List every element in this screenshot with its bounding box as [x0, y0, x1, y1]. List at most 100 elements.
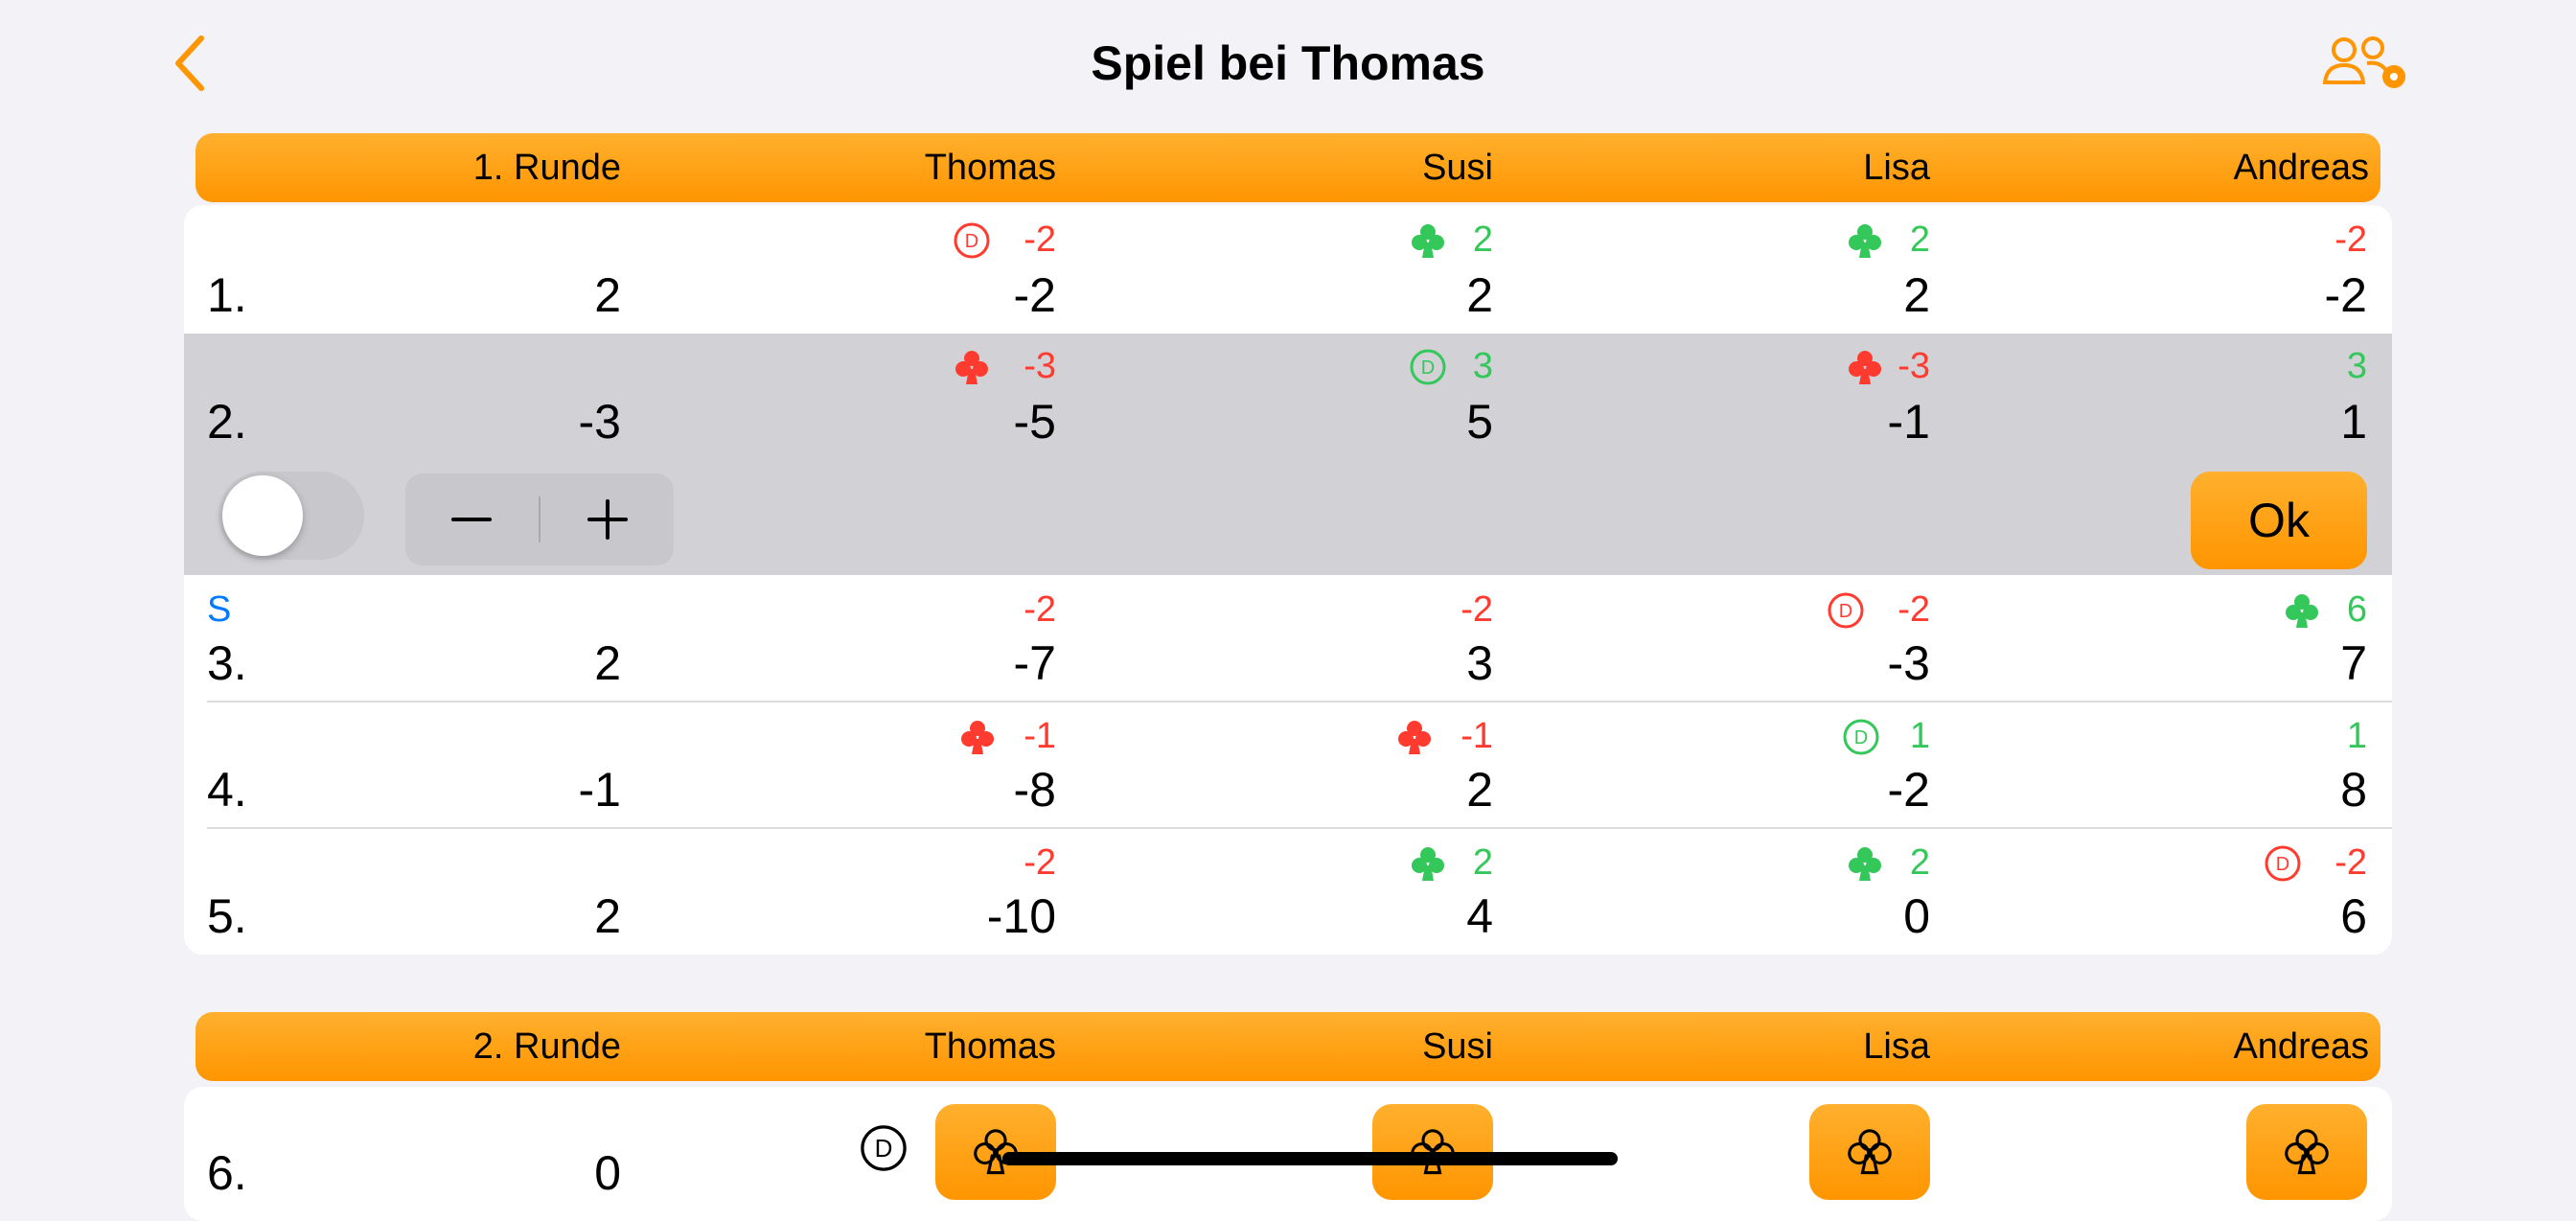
score-delta: -2 — [1024, 589, 1056, 630]
svg-text:D: D — [1854, 727, 1868, 749]
score-delta: 2 — [1472, 842, 1493, 883]
dealer-icon: D — [954, 222, 990, 259]
club-icon — [2285, 1129, 2329, 1175]
club-icon — [974, 1129, 1018, 1175]
score-total: -1 — [1887, 395, 1930, 449]
score-total: 5 — [1466, 395, 1493, 449]
score-total: -3 — [1887, 636, 1930, 690]
score-total: -2 — [2324, 268, 2367, 322]
score-delta: -1 — [1024, 716, 1056, 756]
score-total: -2 — [1013, 268, 1056, 322]
club-icon — [1412, 224, 1444, 258]
score-delta: 2 — [1472, 219, 1493, 260]
increment-button[interactable] — [541, 473, 674, 565]
score-total: 6 — [2340, 889, 2367, 943]
dealer-icon[interactable]: D — [859, 1123, 908, 1173]
score-delta: 1 — [1909, 716, 1930, 756]
home-indicator[interactable] — [1002, 1152, 1618, 1165]
club-icon — [1412, 847, 1444, 881]
score-delta: -3 — [1898, 346, 1930, 386]
player-name: Lisa — [1863, 148, 1930, 188]
dealer-icon: D — [1843, 719, 1879, 755]
club-icon — [1411, 1129, 1455, 1175]
score-delta: -2 — [1024, 842, 1056, 883]
score-total: 2 — [1466, 268, 1493, 322]
schmeisser-toggle[interactable] — [218, 472, 364, 560]
club-icon — [955, 351, 988, 384]
ok-button[interactable]: Ok — [2191, 472, 2367, 569]
chevron-left-icon — [175, 35, 204, 91]
score-total: 3 — [1466, 636, 1493, 690]
player-name: Thomas — [924, 148, 1056, 188]
score-delta: -2 — [1024, 219, 1056, 260]
svg-text:D: D — [965, 231, 978, 252]
game-number: 2. — [207, 395, 247, 449]
score-delta: 1 — [2346, 716, 2367, 756]
player-name: Andreas — [2233, 1026, 2369, 1067]
score-delta: 2 — [1909, 842, 1930, 883]
score-total: -7 — [1013, 636, 1056, 690]
score-total: 7 — [2340, 636, 2367, 690]
round-header: 2. Runde Thomas Susi Lisa Andreas — [196, 1012, 2380, 1081]
game-value: 2 — [594, 889, 621, 943]
stepper-divider — [539, 496, 540, 542]
club-icon — [1849, 224, 1881, 258]
table-row[interactable]: 1. 2 D -2 -2 2 2 2 2 -2 -2 — [184, 205, 2392, 334]
score-total: -10 — [986, 889, 1056, 943]
game-value: -1 — [578, 763, 621, 817]
player-name: Susi — [1422, 1026, 1493, 1067]
score-total: 0 — [1903, 889, 1930, 943]
score-total: -5 — [1013, 395, 1056, 449]
svg-text:D: D — [1421, 357, 1435, 379]
people-settings-icon — [2322, 36, 2405, 88]
table-row[interactable]: S 3. 2 -2 -7 -2 3 D -2 -3 6 7 — [184, 575, 2392, 702]
round-card: 1. 2 D -2 -2 2 2 2 2 -2 -2 2. -3 -3 -5 D… — [184, 205, 2392, 955]
toggle-knob — [222, 475, 303, 556]
club-icon — [961, 721, 994, 754]
player-settings-button[interactable] — [2322, 33, 2411, 96]
schmeisser-flag: S — [207, 589, 232, 630]
decrement-button[interactable] — [405, 473, 538, 565]
svg-text:D: D — [1839, 601, 1852, 622]
score-total: 4 — [1466, 889, 1493, 943]
game-number: 6. — [207, 1146, 247, 1200]
back-button[interactable] — [163, 29, 220, 96]
score-total: -8 — [1013, 763, 1056, 817]
club-button[interactable] — [1809, 1104, 1930, 1200]
dealer-icon: D — [2265, 845, 2301, 882]
game-value: -3 — [578, 395, 621, 449]
club-icon — [1849, 351, 1881, 384]
plus-icon — [587, 499, 628, 540]
game-value: 2 — [594, 268, 621, 322]
score-delta: -2 — [2334, 842, 2367, 883]
minus-icon — [451, 518, 492, 521]
score-delta: -2 — [2334, 219, 2367, 260]
game-value: 0 — [594, 1146, 621, 1200]
game-number: 5. — [207, 889, 247, 943]
round-header: 1. Runde Thomas Susi Lisa Andreas — [196, 133, 2380, 202]
table-row[interactable]: 5. 2 -2 -10 2 4 2 0 D -2 6 — [184, 828, 2392, 955]
club-icon — [2286, 594, 2318, 628]
round-label: 1. Runde — [472, 148, 621, 188]
table-row-selected[interactable]: 2. -3 -3 -5 D 3 5 -3 -1 3 1 Ok — [184, 334, 2392, 575]
game-value: 2 — [594, 636, 621, 690]
club-icon — [1398, 721, 1431, 754]
score-delta: -1 — [1460, 716, 1493, 756]
club-button[interactable] — [2246, 1104, 2367, 1200]
row-separator — [207, 701, 2392, 703]
score-delta: 2 — [1909, 219, 1930, 260]
score-delta: -3 — [1024, 346, 1056, 386]
score-delta: 6 — [2346, 589, 2367, 630]
svg-text:D: D — [875, 1134, 893, 1163]
score-total: 1 — [2340, 395, 2367, 449]
game-number: 1. — [207, 268, 247, 322]
score-total: -2 — [1887, 763, 1930, 817]
score-total: 2 — [1466, 763, 1493, 817]
score-delta: -2 — [1460, 589, 1493, 630]
score-total: 2 — [1903, 268, 1930, 322]
value-stepper[interactable] — [405, 473, 674, 565]
score-delta: 3 — [1472, 346, 1493, 386]
club-icon — [1848, 1129, 1892, 1175]
table-row[interactable]: 4. -1 -1 -8 -1 2 D 1 -2 1 8 — [184, 702, 2392, 828]
row-separator — [207, 827, 2392, 829]
